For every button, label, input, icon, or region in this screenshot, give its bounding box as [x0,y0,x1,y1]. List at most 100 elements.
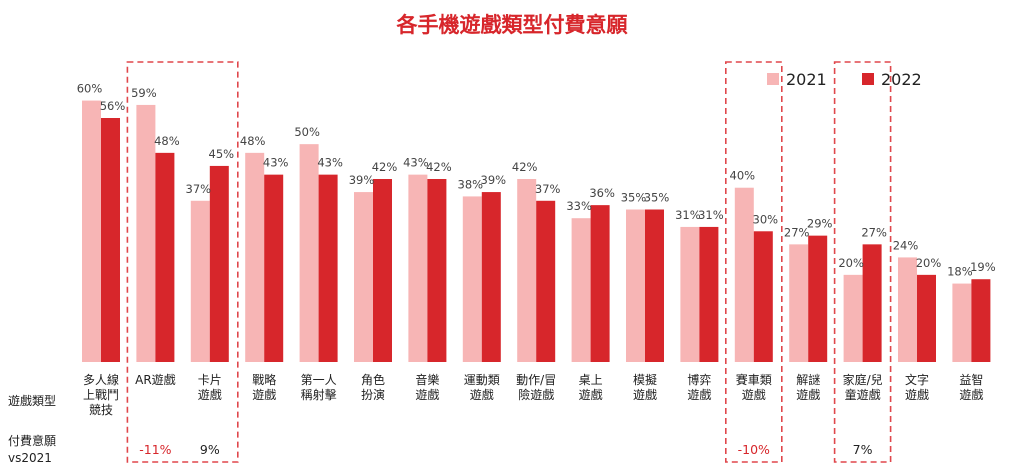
bar-2021 [136,104,156,362]
bar-2022 [318,174,338,362]
value-label-2021: 33% [566,199,592,213]
value-label-2022: 48% [154,134,180,148]
bar-2022 [699,226,719,362]
bar-2021 [843,274,863,362]
category-label: 音樂 [415,372,439,387]
highlight-box [833,61,892,463]
bar-2021 [462,196,482,362]
value-label-2021: 43% [403,156,429,170]
change-label: -10% [738,442,770,457]
legend-label-2022: 2022 [881,70,922,89]
category-label: 遊戲 [415,387,439,402]
bar-2021 [299,144,319,362]
legend: 2021 2022 [767,70,922,89]
bar-2022 [373,179,392,362]
category-label: 童遊戲 [845,387,881,402]
category-label: 動作/冒 [516,373,556,387]
bar-2022 [101,118,120,362]
bar-2021 [626,209,645,362]
value-label-2022: 56% [100,99,126,113]
bar-2022 [808,235,828,362]
bar-2021 [734,187,754,362]
category-label: 解謎 [796,373,820,387]
change-label: 9% [200,442,220,457]
bar-2022 [536,200,556,362]
category-label: 文字 [905,372,929,387]
value-label-2021: 42% [512,160,538,174]
category-label: 遊戲 [687,387,711,402]
bar-2021 [571,218,591,362]
value-label-2022: 43% [263,156,289,170]
category-label: 遊戲 [959,387,983,402]
chart-title: 各手機遊戲類型付費意願 [396,13,629,37]
category-label: 遊戲 [633,387,657,402]
bar-2022 [209,165,229,362]
bar-2021 [245,152,265,362]
value-label-2022: 37% [535,182,561,196]
category-label: 多人線 [83,372,119,387]
category-label: 卡片 [198,373,222,387]
bar-2021 [517,179,537,362]
value-label-2021: 37% [186,182,212,196]
row-header-category: 遊戲類型 [8,393,56,408]
bar-2022 [917,274,936,362]
category-label: 角色 [361,373,385,387]
value-label-2021: 59% [131,86,157,100]
bar-2022 [971,279,991,362]
value-label-2022: 43% [317,156,343,170]
bar-2021 [408,174,428,362]
category-label: 遊戲 [198,387,222,402]
highlight-boxes [126,61,892,463]
value-label-2022: 29% [807,217,833,231]
category-label: 扮演 [361,387,385,402]
value-label-2021: 35% [621,191,647,205]
category-label: 益智 [959,372,983,387]
value-labels: 60%56%59%48%37%45%48%43%50%43%39%42% 43%4… [77,82,996,279]
legend-swatch-2021 [767,73,779,85]
bar-2021 [898,257,917,362]
change-labels: -11% 9% -10% 7% [139,442,872,457]
category-label: 博弈 [687,372,711,387]
category-label: 模擬 [633,372,657,387]
bar-2021 [680,226,700,362]
value-label-2022: 20% [916,256,942,270]
category-label: 賽車類 [736,372,772,387]
bar-2022 [645,209,664,362]
value-label-2022: 39% [481,173,507,187]
category-label: 運動類 [464,373,500,387]
change-label: 7% [853,442,873,457]
category-label: 遊戲 [796,387,820,402]
value-label-2022: 27% [861,225,887,239]
legend-label-2021: 2021 [786,70,827,89]
bar-2021 [952,283,972,362]
legend-swatch-2022 [862,73,874,85]
category-label: 遊戲 [470,387,494,402]
category-label: 家庭/兒 [843,372,883,387]
category-label: 戰略 [252,372,276,387]
bars [82,100,991,363]
category-label: 遊戲 [742,387,766,402]
category-label: 上戰鬥 [83,388,119,402]
value-label-2022: 35% [644,191,670,205]
category-label: 險遊戲 [518,387,554,402]
bar-2022 [427,179,447,362]
bar-2022 [590,205,610,362]
category-label: 遊戲 [252,387,276,402]
value-label-2021: 48% [240,134,266,148]
highlight-box [724,61,783,463]
bar-2021 [789,244,809,362]
bar-2022 [753,231,773,362]
value-label-2021: 60% [77,82,103,96]
value-label-2022: 30% [753,212,779,226]
value-label-2022: 36% [589,186,615,200]
value-label-2022: 45% [209,147,235,161]
bar-2021 [354,192,373,362]
category-label: AR遊戲 [135,372,176,387]
highlight-box [126,61,239,463]
change-label: -11% [139,442,171,457]
bar-2022 [264,174,284,362]
value-label-2022: 42% [372,160,398,174]
value-label-2022: 31% [698,208,724,222]
